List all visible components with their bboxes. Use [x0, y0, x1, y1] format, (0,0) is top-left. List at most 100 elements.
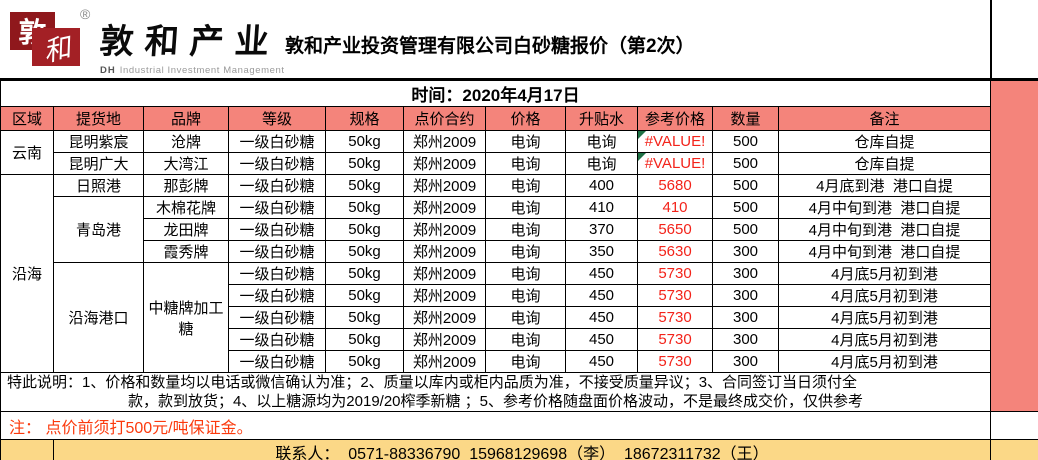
cell-grade: 一级白砂糖: [228, 240, 326, 263]
cell-premium: 450: [565, 262, 638, 285]
cell-region: 沿海: [0, 174, 54, 373]
col-header-quantity: 数量: [712, 106, 779, 131]
cell-premium: 450: [565, 306, 638, 329]
cell-price: 电询: [485, 262, 566, 285]
cell-pickup: 昆明紫宸: [53, 130, 144, 153]
cell-grade: 一级白砂糖: [228, 262, 326, 285]
cell-spec: 50kg: [325, 240, 404, 263]
cell-qty: 300: [712, 350, 779, 373]
cell-qty: 500: [712, 174, 779, 197]
contact-row-spacer: [0, 439, 54, 460]
brand-subtitle-dh: DH: [100, 65, 116, 76]
cell-qty: 300: [712, 306, 779, 329]
cell-spec: 50kg: [325, 218, 404, 241]
deposit-note-cell: 注： 点价前须打500元/吨保证金。: [0, 411, 991, 440]
column-header-row: 区域 提货地 品牌 等级 规格 点价合约 价格 升贴水 参考价格 数量 备注: [0, 106, 1038, 131]
document-title: 敦和产业投资管理有限公司白砂糖报价（第2次）: [285, 36, 695, 57]
cell-brand: 霞秀牌: [143, 240, 229, 263]
cell-spec: 50kg: [325, 130, 404, 153]
cell-ref-price: 410: [637, 196, 713, 219]
right-margin-column: [990, 80, 1038, 412]
cell-pickup: 青岛港: [53, 196, 144, 263]
cell-grade: 一级白砂糖: [228, 350, 326, 373]
cell-region: 云南: [0, 130, 54, 175]
cell-contract: 郑州2009: [403, 350, 486, 373]
cell-price: 电询: [485, 240, 566, 263]
brand-subtitle: DH Industrial Investment Management: [100, 65, 285, 76]
table-row: 青岛港 木棉花牌 一级白砂糖 50kg 郑州2009 电询 410 410 50…: [1, 196, 1038, 263]
cell-ref-price: 5650: [637, 218, 713, 241]
contact-cell: 联系人： 0571-88336790 15968129698（李） 186723…: [53, 439, 991, 460]
table-row: 一级白砂糖 50kg 郑州2009 电询 450 5730 300 4月底5月初…: [1, 328, 1038, 351]
cell-ref-price: 5680: [637, 174, 713, 197]
cell-grade: 一级白砂糖: [228, 328, 326, 351]
cell-brand: 那彭牌: [143, 174, 229, 197]
cell-premium: 电询: [565, 130, 638, 153]
cell-remark: 4月中旬到港 港口自提: [778, 196, 991, 219]
cell-qty: 500: [712, 218, 779, 241]
cell-premium: 410: [565, 196, 638, 219]
cell-pickup: 日照港: [53, 174, 144, 197]
cell-ref-price: 5730: [637, 262, 713, 285]
time-cell: 时间：2020年4月17日: [0, 80, 991, 107]
cell-brand: 大湾江: [143, 152, 229, 175]
cell-pickup: 昆明广大: [53, 152, 144, 175]
cell-ref-price: 5730: [637, 284, 713, 307]
cell-brand: 沧牌: [143, 130, 229, 153]
cell-remark: 仓库自提: [778, 130, 991, 153]
cell-contract: 郑州2009: [403, 306, 486, 329]
notes-row: 特此说明：1、价格和数量均以电话或微信确认为准；2、质量以库内或柜内品质为准，不…: [0, 372, 1038, 412]
brand-subtitle-text: Industrial Investment Management: [119, 65, 285, 76]
cell-grade: 一级白砂糖: [228, 306, 326, 329]
notes-line-2: 款，款到放货；4、以上糖源均为2019/20榨季新糖 ；5、参考价格随盘面价格波…: [127, 393, 864, 410]
notes-cell: 特此说明：1、价格和数量均以电话或微信确认为准；2、质量以库内或柜内品质为准，不…: [0, 372, 991, 412]
error-flag-icon: [638, 131, 646, 139]
table-row: 一级白砂糖 50kg 郑州2009 电询 450 5730 300 4月底5月初…: [1, 350, 1038, 373]
cell-remark: 4月底5月初到港: [778, 350, 991, 373]
cell-price: 电询: [485, 328, 566, 351]
cell-qty: 300: [712, 284, 779, 307]
cell-premium: 450: [565, 350, 638, 373]
cell-brand: 中糖牌加工糖: [143, 262, 229, 373]
table-row: 沿海 日照港 那彭牌 一级白砂糖 50kg 郑州2009 电询 400 5680…: [0, 174, 1038, 373]
cell-contract: 郑州2009: [403, 262, 486, 285]
contact-row: 联系人： 0571-88336790 15968129698（李） 186723…: [0, 439, 1038, 460]
cell-remark: 4月底5月初到港: [778, 262, 991, 285]
cell-qty: 300: [712, 262, 779, 285]
col-header-remarks: 备注: [778, 106, 991, 131]
cell-contract: 郑州2009: [403, 240, 486, 263]
cell-spec: 50kg: [325, 306, 404, 329]
cell-grade: 一级白砂糖: [228, 174, 326, 197]
cell-contract: 郑州2009: [403, 196, 486, 219]
right-margin-contact: [990, 439, 1038, 460]
col-header-grade: 等级: [228, 106, 326, 131]
cell-qty: 300: [712, 328, 779, 351]
cell-contract: 郑州2009: [403, 284, 486, 307]
time-row: 时间：2020年4月17日: [0, 80, 1038, 412]
cell-remark: 仓库自提: [778, 152, 991, 175]
cell-remark: 4月底5月初到港: [778, 284, 991, 307]
logo-square-he: 和: [32, 28, 80, 68]
cell-grade: 一级白砂糖: [228, 284, 326, 307]
cell-remark: 4月中旬到港 港口自提: [778, 218, 991, 241]
col-header-pickup-location: 提货地: [53, 106, 144, 131]
cell-premium: 350: [565, 240, 638, 263]
cell-brand: 木棉花牌: [143, 196, 229, 219]
cell-price: 电询: [485, 130, 566, 153]
cell-qty: 500: [712, 196, 779, 219]
cell-spec: 50kg: [325, 152, 404, 175]
cell-remark: 4月底5月初到港: [778, 306, 991, 329]
cell-ref-price: 5730: [637, 306, 713, 329]
cell-spec: 50kg: [325, 328, 404, 351]
cell-contract: 郑州2009: [403, 328, 486, 351]
notes-line-1: 特此说明：1、价格和数量均以电话或微信确认为准；2、质量以库内或柜内品质为准，不…: [7, 374, 858, 391]
cell-spec: 50kg: [325, 284, 404, 307]
cell-ref-price: 5730: [637, 350, 713, 373]
right-margin-deposit: [990, 411, 1038, 440]
cell-premium: 450: [565, 284, 638, 307]
cell-spec: 50kg: [325, 350, 404, 373]
cell-spec: 50kg: [325, 196, 404, 219]
cell-remark: 4月底到港 港口自提: [778, 174, 991, 197]
cell-ref-price: #VALUE!: [637, 130, 713, 153]
